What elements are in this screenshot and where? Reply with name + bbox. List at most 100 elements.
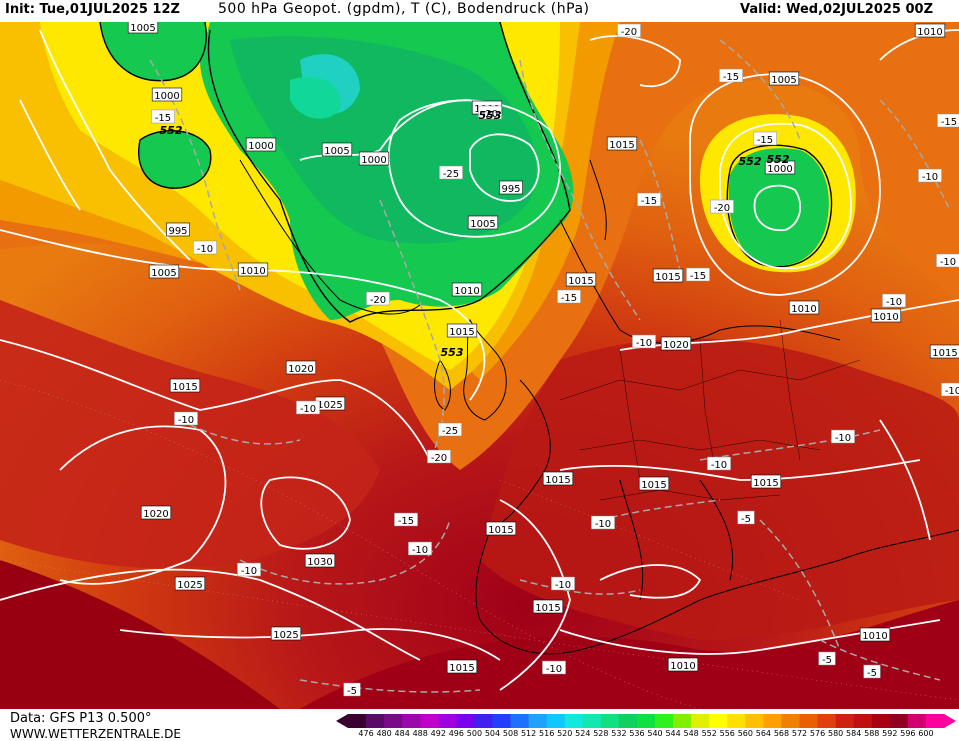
geopotential-labels: 552 553 552 552 553: [160, 109, 790, 359]
isobar-label: 1015: [532, 599, 564, 614]
colorbar-swatch: [871, 714, 891, 728]
isotherm-label: -20: [427, 449, 451, 464]
isotherm-label: -5: [737, 510, 755, 525]
isobar-label: 1020: [285, 360, 317, 375]
isobar-label: 1020: [140, 505, 172, 520]
isotherm-label: -25: [439, 165, 463, 180]
isobar-label: 1015: [446, 659, 478, 674]
svg-text:1005: 1005: [470, 219, 495, 230]
isotherm-label: -20: [478, 105, 502, 120]
data-source-label: Data: GFS P13 0.500°: [10, 711, 152, 726]
valid-time-label: Valid: Wed,02JUL2025 00Z: [740, 2, 933, 17]
svg-text:1015: 1015: [545, 475, 570, 486]
colorbar-tick: 576: [809, 729, 826, 738]
colorbar-swatch: [438, 714, 457, 728]
warm-core-southwest: [0, 560, 280, 709]
colorbar-swatch: [817, 714, 837, 728]
colorbar-tick: 536: [629, 729, 645, 738]
svg-text:1000: 1000: [361, 155, 386, 166]
isobar-label: 1015: [565, 272, 597, 287]
colorbar: [336, 714, 956, 728]
svg-text:1010: 1010: [240, 266, 265, 277]
svg-text:995: 995: [168, 226, 187, 237]
colorbar-tick: 580: [827, 729, 844, 738]
isobar-label: 1015: [606, 136, 638, 151]
colorbar-swatch: [510, 714, 530, 728]
isotherm-label: -5: [818, 651, 836, 666]
svg-text:-25: -25: [443, 169, 459, 180]
isobar-label: 1010: [914, 23, 946, 38]
svg-text:1015: 1015: [488, 525, 513, 536]
colorbar-tick: 596: [900, 729, 916, 738]
isotherm-label: -10: [408, 541, 432, 556]
svg-text:1015: 1015: [172, 382, 197, 393]
colorbar-tick: 512: [520, 729, 537, 738]
colorbar-max-arrow: [944, 714, 956, 728]
colorbar-tick: 564: [755, 729, 772, 738]
svg-text:1010: 1010: [862, 631, 887, 642]
country-borders: [559, 319, 861, 501]
colorbar-swatch: [727, 714, 746, 728]
isobar-label: 1005: [148, 264, 180, 279]
geopotential-552-nw2: [138, 130, 212, 189]
website-label: WWW.WETTERZENTRALE.DE: [10, 727, 181, 741]
geopotential-label: 552: [767, 153, 790, 166]
isotherm-label: -10: [174, 411, 198, 426]
isotherm-label: -10: [918, 168, 942, 183]
svg-text:-15: -15: [690, 271, 706, 282]
coastlines: [239, 159, 959, 655]
svg-text:-10: -10: [886, 297, 902, 308]
colorbar-swatch: [907, 714, 927, 728]
isotherm-label: -15: [686, 267, 710, 282]
isotherm-label: -10: [193, 240, 217, 255]
svg-text:1015: 1015: [641, 480, 666, 491]
colorbar-tick: 496: [448, 729, 464, 738]
isotherm-label: -10: [831, 429, 855, 444]
svg-text:1025: 1025: [177, 580, 202, 591]
colorbar-tick: 556: [719, 729, 735, 738]
isobar-label: 1000: [764, 160, 796, 175]
svg-text:-15: -15: [155, 113, 171, 124]
svg-text:1025: 1025: [273, 630, 298, 641]
colorbar-tick: 568: [773, 729, 790, 738]
svg-text:-15: -15: [561, 293, 577, 304]
svg-text:1020: 1020: [288, 364, 313, 375]
svg-text:-5: -5: [867, 668, 877, 679]
svg-text:552: 552: [160, 124, 183, 137]
svg-text:-10: -10: [711, 460, 727, 471]
geopotential-552-nw: [99, 22, 207, 82]
isobar-label: 1010: [667, 657, 699, 672]
svg-text:-5: -5: [741, 514, 751, 525]
geopotential-label: 553: [441, 346, 464, 359]
isotherm-label: -10: [936, 253, 959, 268]
isotherm-label: -15: [637, 192, 661, 207]
isotherm-label: -10: [542, 660, 566, 675]
colorbar-tick: 500: [466, 729, 483, 738]
isotherm-label: -10: [591, 515, 615, 530]
colorbar-swatch: [384, 714, 403, 728]
isotherm-label: -25: [438, 422, 462, 437]
colorbar-swatch: [925, 714, 945, 728]
isobar-label: 1000: [245, 137, 277, 152]
svg-text:1015: 1015: [655, 272, 680, 283]
isotherm-label: -15: [557, 289, 581, 304]
red-band-east: [480, 338, 959, 640]
isotherm-label: -10: [707, 456, 731, 471]
colorbar-tick: 516: [539, 729, 555, 738]
colorbar-tick: 528: [593, 729, 609, 738]
colorbar-swatch: [799, 714, 819, 728]
colorbar-tick: 480: [376, 729, 392, 738]
svg-text:1015: 1015: [449, 663, 474, 674]
geopotential-552-contour: [207, 22, 571, 323]
svg-text:552: 552: [767, 153, 790, 166]
isotherm-label: -5: [343, 682, 361, 697]
svg-text:1010: 1010: [917, 27, 942, 38]
colorbar-tick: 588: [864, 729, 880, 738]
svg-text:-10: -10: [835, 433, 851, 444]
warm-core-south: [300, 600, 959, 709]
colorbar-tick: 488: [412, 729, 428, 738]
isobar-label: 1015: [542, 471, 574, 486]
colorbar-tick: 560: [737, 729, 753, 738]
isobar-label: 995: [499, 180, 523, 195]
colorbar-swatch: [763, 714, 782, 728]
